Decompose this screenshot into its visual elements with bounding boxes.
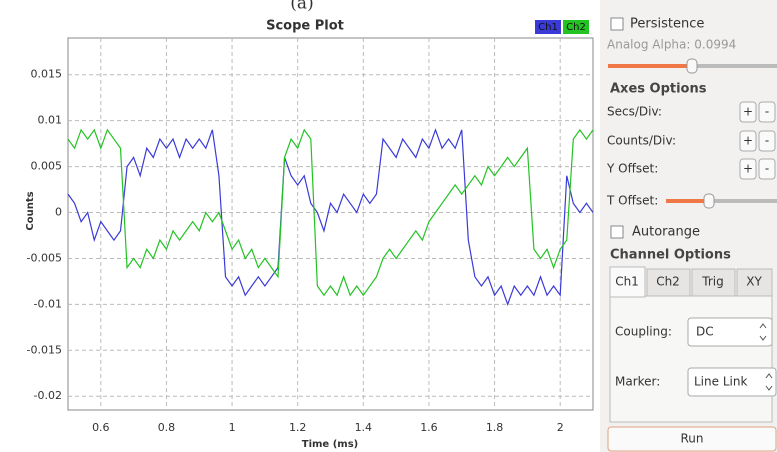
combo-box[interactable] bbox=[687, 367, 777, 397]
y-tick-label: 0.01 bbox=[38, 114, 63, 127]
combo-box[interactable] bbox=[687, 317, 773, 347]
run-label: Run bbox=[680, 432, 703, 446]
plus-text: + bbox=[743, 162, 753, 176]
x-tick-label: 1.4 bbox=[355, 421, 373, 434]
axes-label: Y Offset: bbox=[606, 162, 658, 176]
coupling-value: DC bbox=[696, 325, 714, 339]
legend-label: Ch1 bbox=[538, 22, 558, 33]
plot-area bbox=[67, 37, 594, 411]
legend-swatch bbox=[563, 20, 589, 34]
t-offset-label: T Offset: bbox=[606, 194, 658, 208]
tab[interactable] bbox=[736, 268, 773, 297]
combo-arrows bbox=[765, 373, 773, 391]
minus-text: - bbox=[765, 162, 769, 176]
x-tick-label: 2 bbox=[557, 421, 564, 434]
autorange-label[interactable]: Autorange bbox=[632, 225, 700, 240]
combo-arrows bbox=[759, 323, 767, 341]
tab-label: XY bbox=[746, 275, 762, 289]
y-tick-label: 0.005 bbox=[31, 160, 63, 173]
tab-label: Ch2 bbox=[656, 275, 680, 289]
x-tick-label: 1.6 bbox=[420, 421, 438, 434]
axes-label: Counts/Div: bbox=[607, 134, 676, 148]
y-tick-label: -0.01 bbox=[34, 297, 62, 310]
group-box bbox=[609, 295, 773, 423]
y-tick-label: -0.005 bbox=[27, 251, 62, 264]
x-tick-label: 0.6 bbox=[92, 421, 110, 434]
minus-button[interactable] bbox=[758, 101, 776, 123]
series-line bbox=[67, 128, 594, 297]
plus-text: + bbox=[743, 105, 753, 119]
section-title: Axes Options bbox=[610, 82, 707, 97]
legend-swatch bbox=[535, 20, 561, 34]
alpha-label: Analog Alpha: 0.0994 bbox=[607, 38, 736, 52]
marker-value: Line Link bbox=[694, 375, 747, 389]
tab[interactable] bbox=[691, 268, 736, 297]
section-title: Channel Options bbox=[610, 248, 731, 263]
y-tick-label: 0.015 bbox=[31, 68, 63, 81]
checkbox[interactable] bbox=[610, 17, 624, 31]
y-tick-label: 0 bbox=[55, 206, 62, 219]
x-tick-label: 1 bbox=[229, 421, 236, 434]
y-tick-label: -0.02 bbox=[34, 389, 62, 402]
y-axis-label: Counts bbox=[25, 191, 36, 230]
x-tick-label: 0.8 bbox=[158, 421, 176, 434]
chart-title: Scope Plot bbox=[266, 19, 344, 34]
tab-selected[interactable] bbox=[609, 266, 646, 298]
persistence-label[interactable]: Persistence bbox=[630, 17, 704, 32]
checkbox[interactable] bbox=[610, 225, 624, 239]
plus-button[interactable] bbox=[739, 158, 757, 180]
plus-text: + bbox=[743, 134, 753, 148]
y-tick-label: -0.015 bbox=[27, 343, 62, 356]
plus-button[interactable] bbox=[739, 130, 757, 152]
minus-text: - bbox=[765, 134, 769, 148]
x-tick-label: 1.2 bbox=[289, 421, 307, 434]
minus-button[interactable] bbox=[758, 130, 776, 152]
tab-label: Ch1 bbox=[615, 275, 639, 289]
run-button[interactable] bbox=[607, 426, 777, 452]
series-line bbox=[67, 128, 594, 307]
plus-button[interactable] bbox=[739, 101, 757, 123]
tab-label: Trig bbox=[701, 275, 723, 289]
coupling-label: Coupling: bbox=[615, 325, 672, 339]
buttons: + - + - + - bbox=[739, 101, 776, 180]
axes-label: Secs/Div: bbox=[607, 105, 662, 119]
caption: (a) bbox=[290, 0, 313, 14]
slider-handle[interactable] bbox=[703, 193, 715, 209]
x-tick-label: 1.8 bbox=[486, 421, 504, 434]
legend-label: Ch2 bbox=[566, 22, 586, 33]
minus-button[interactable] bbox=[758, 158, 776, 180]
tab[interactable] bbox=[646, 268, 691, 297]
marker-label: Marker: bbox=[615, 375, 660, 389]
minus-text: - bbox=[765, 105, 769, 119]
x-axis-label: Time (ms) bbox=[302, 439, 358, 450]
slider-handle[interactable] bbox=[686, 58, 698, 74]
